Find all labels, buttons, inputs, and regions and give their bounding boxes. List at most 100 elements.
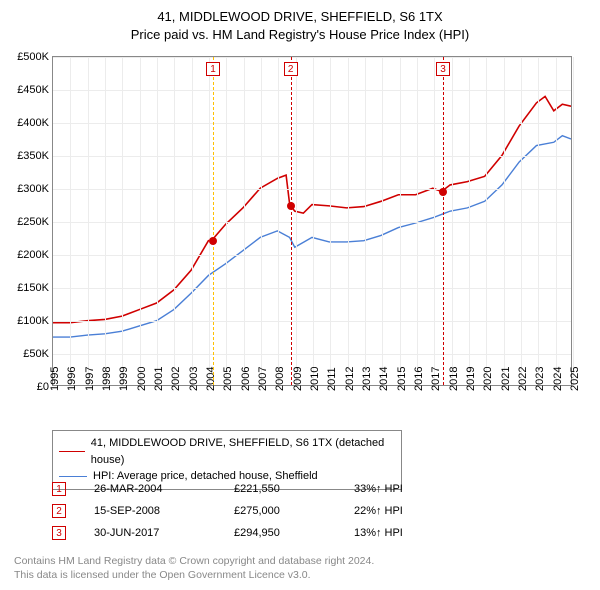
event-index-box: 3 xyxy=(52,526,66,540)
x-axis-label: 2006 xyxy=(240,367,252,391)
y-axis-label: £350K xyxy=(5,150,53,162)
legend-label-property: 41, MIDDLEWOOD DRIVE, SHEFFIELD, S6 1TX … xyxy=(91,435,395,468)
gridline-v xyxy=(382,57,383,385)
x-axis-label: 2009 xyxy=(292,367,304,391)
event-suffix: HPI xyxy=(385,527,403,539)
event-price: £221,550 xyxy=(234,483,354,495)
gridline-v xyxy=(278,57,279,385)
event-pct: 33% xyxy=(354,483,376,495)
x-axis-label: 2025 xyxy=(569,367,581,391)
y-axis-label: £450K xyxy=(5,84,53,96)
events-table: 1 26-MAR-2004 £221,550 33% ↑ HPI 2 15-SE… xyxy=(52,478,403,544)
gridline-v xyxy=(174,57,175,385)
gridline-v xyxy=(122,57,123,385)
gridline-h xyxy=(53,90,571,91)
gridline-v xyxy=(486,57,487,385)
gridline-h xyxy=(53,57,571,58)
event-index-box: 2 xyxy=(52,504,66,518)
gridline-v xyxy=(88,57,89,385)
title-block: 41, MIDDLEWOOD DRIVE, SHEFFIELD, S6 1TX … xyxy=(0,0,600,44)
gridline-h xyxy=(53,222,571,223)
x-axis-label: 2011 xyxy=(326,367,338,391)
gridline-v xyxy=(209,57,210,385)
gridline-v xyxy=(330,57,331,385)
x-axis-label: 2015 xyxy=(396,367,408,391)
event-date: 15-SEP-2008 xyxy=(94,505,234,517)
x-axis-label: 2012 xyxy=(344,367,356,391)
event-line xyxy=(213,57,214,385)
event-point-marker xyxy=(287,202,295,210)
gridline-v xyxy=(261,57,262,385)
gridline-v xyxy=(538,57,539,385)
up-arrow-icon: ↑ xyxy=(376,483,382,495)
event-index-marker: 1 xyxy=(206,62,220,76)
x-axis-label: 2014 xyxy=(378,367,390,391)
chart-container: 41, MIDDLEWOOD DRIVE, SHEFFIELD, S6 1TX … xyxy=(0,0,600,590)
event-price: £294,950 xyxy=(234,527,354,539)
gridline-v xyxy=(417,57,418,385)
gridline-h xyxy=(53,321,571,322)
x-axis-label: 2013 xyxy=(361,367,373,391)
y-axis-label: £200K xyxy=(5,249,53,261)
gridline-h xyxy=(53,189,571,190)
chart-lines-svg xyxy=(53,57,571,385)
x-axis-label: 1995 xyxy=(49,367,61,391)
x-axis-label: 2002 xyxy=(170,367,182,391)
event-row: 1 26-MAR-2004 £221,550 33% ↑ HPI xyxy=(52,478,403,500)
x-axis-label: 2017 xyxy=(430,367,442,391)
x-axis-label: 2023 xyxy=(534,367,546,391)
y-axis-label: £150K xyxy=(5,282,53,294)
gridline-v xyxy=(469,57,470,385)
x-axis-label: 2019 xyxy=(465,367,477,391)
gridline-h xyxy=(53,255,571,256)
gridline-h xyxy=(53,156,571,157)
event-point-marker xyxy=(439,188,447,196)
gridline-v xyxy=(573,57,574,385)
gridline-h xyxy=(53,288,571,289)
gridline-v xyxy=(313,57,314,385)
x-axis-label: 2001 xyxy=(153,367,165,391)
y-axis-label: £300K xyxy=(5,183,53,195)
footer-line-1: Contains HM Land Registry data © Crown c… xyxy=(14,554,374,568)
x-axis-label: 1999 xyxy=(118,367,130,391)
event-suffix: HPI xyxy=(385,505,403,517)
event-row: 2 15-SEP-2008 £275,000 22% ↑ HPI xyxy=(52,500,403,522)
event-pct: 13% xyxy=(354,527,376,539)
gridline-v xyxy=(157,57,158,385)
footer-line-2: This data is licensed under the Open Gov… xyxy=(14,568,374,582)
gridline-h xyxy=(53,123,571,124)
event-index-marker: 3 xyxy=(436,62,450,76)
x-axis-label: 1996 xyxy=(66,367,78,391)
gridline-v xyxy=(365,57,366,385)
gridline-v xyxy=(140,57,141,385)
gridline-v xyxy=(348,57,349,385)
y-axis-label: £50K xyxy=(5,348,53,360)
x-axis-label: 2010 xyxy=(309,367,321,391)
x-axis-label: 2021 xyxy=(500,367,512,391)
gridline-v xyxy=(192,57,193,385)
gridline-v xyxy=(434,57,435,385)
legend-item-property: 41, MIDDLEWOOD DRIVE, SHEFFIELD, S6 1TX … xyxy=(59,435,395,468)
event-point-marker xyxy=(209,237,217,245)
gridline-v xyxy=(504,57,505,385)
event-price: £275,000 xyxy=(234,505,354,517)
y-axis-label: £500K xyxy=(5,51,53,63)
gridline-v xyxy=(105,57,106,385)
event-pct: 22% xyxy=(354,505,376,517)
up-arrow-icon: ↑ xyxy=(376,527,382,539)
x-axis-label: 2003 xyxy=(188,367,200,391)
title-line-2: Price paid vs. HM Land Registry's House … xyxy=(0,26,600,44)
y-axis-label: £250K xyxy=(5,216,53,228)
y-axis-label: £0 xyxy=(5,381,53,393)
chart-plot-area: £0£50K£100K£150K£200K£250K£300K£350K£400… xyxy=(52,56,572,386)
up-arrow-icon: ↑ xyxy=(376,505,382,517)
gridline-v xyxy=(70,57,71,385)
event-date: 30-JUN-2017 xyxy=(94,527,234,539)
x-axis-label: 2020 xyxy=(482,367,494,391)
event-line xyxy=(291,57,292,385)
x-axis-label: 1998 xyxy=(101,367,113,391)
x-axis-label: 2016 xyxy=(413,367,425,391)
legend-swatch-hpi xyxy=(59,476,87,477)
x-axis-label: 2007 xyxy=(257,367,269,391)
gridline-v xyxy=(452,57,453,385)
